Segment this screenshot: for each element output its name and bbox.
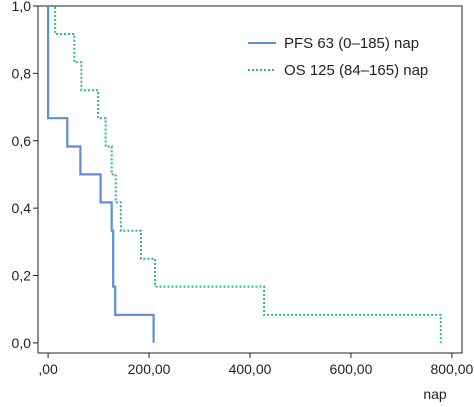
x-tick-label: 400,00 bbox=[229, 361, 272, 377]
axes: 0,0 0,2 0,4 0,6 0,8 1,0 ,00 200,00 400,00 600,00 8… bbox=[12, 0, 474, 377]
y-tick-label: 0,4 bbox=[12, 200, 32, 216]
legend-label: OS 125 (84–165) nap bbox=[284, 62, 428, 79]
series-line-pfs bbox=[47, 6, 155, 343]
series-line-os bbox=[52, 5, 442, 343]
y-tick-label: 0,8 bbox=[12, 65, 32, 81]
legend-label: PFS 63 (0–185) nap bbox=[284, 35, 419, 52]
series-layer bbox=[47, 5, 442, 343]
legend: PFS 63 (0–185) nap OS 125 (84–165) nap bbox=[248, 35, 428, 79]
x-axis-title: nap bbox=[423, 386, 447, 402]
y-tick-label: 1,0 bbox=[12, 0, 32, 14]
y-tick-label: 0,2 bbox=[12, 268, 32, 284]
x-tick-label: ,00 bbox=[38, 361, 58, 377]
y-tick-label: 0,0 bbox=[12, 335, 32, 351]
y-tick-label: 0,6 bbox=[12, 133, 32, 149]
x-tick-label: 200,00 bbox=[128, 361, 171, 377]
x-tick-label: 600,00 bbox=[330, 361, 373, 377]
x-tick-label: 800,00 bbox=[430, 361, 473, 377]
